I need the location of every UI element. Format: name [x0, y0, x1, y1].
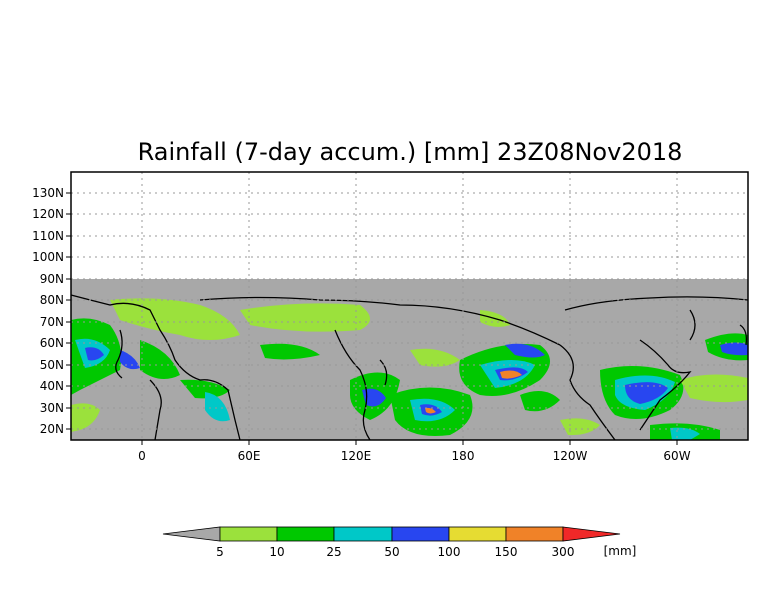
lon-label: 0 — [138, 449, 146, 463]
map-frame — [70, 171, 749, 441]
legend-threshold: 5 — [216, 545, 224, 559]
legend-swatch-150-300 — [505, 526, 564, 542]
legend-swatch-5-10 — [219, 526, 278, 542]
lon-label: 60E — [238, 449, 261, 463]
color-legend: 5 10 25 50 100 150 300 [mm] — [162, 526, 637, 559]
legend-swatch-below-5 — [162, 526, 221, 542]
lat-label: 50N — [40, 358, 64, 372]
legend-swatch-10-25 — [276, 526, 335, 542]
gridlines — [71, 172, 748, 440]
lat-label: 80N — [40, 293, 64, 307]
legend-threshold: 300 — [552, 545, 575, 559]
legend-unit: [mm] — [604, 544, 637, 558]
lat-label: 120N — [32, 207, 64, 221]
lat-label: 100N — [32, 250, 64, 264]
lat-label: 40N — [40, 379, 64, 393]
legend-swatch-50-100 — [391, 526, 450, 542]
legend-threshold: 25 — [326, 545, 341, 559]
lon-axis-labels: 0 60E 120E 180 120W 60W — [138, 449, 691, 463]
map-title: Rainfall (7-day accum.) [mm] 23Z08Nov201… — [138, 138, 683, 166]
lat-label: 60N — [40, 336, 64, 350]
map-plot-area — [66, 171, 749, 445]
rainfall-field — [71, 298, 748, 440]
lon-label: 60W — [663, 449, 690, 463]
lat-label: 90N — [40, 272, 64, 286]
lon-label: 120W — [553, 449, 588, 463]
legend-swatch-above-300 — [562, 526, 621, 542]
lat-label: 20N — [40, 422, 64, 436]
legend-swatch-100-150 — [448, 526, 507, 542]
legend-threshold: 100 — [438, 545, 461, 559]
legend-swatch-25-50 — [333, 526, 393, 542]
lat-label: 110N — [32, 229, 64, 243]
legend-threshold: 50 — [384, 545, 399, 559]
lat-label: 30N — [40, 401, 64, 415]
lat-label: 70N — [40, 315, 64, 329]
legend-threshold: 10 — [269, 545, 284, 559]
lon-label: 120E — [341, 449, 372, 463]
coastlines — [70, 294, 749, 441]
lat-label: 130N — [32, 186, 64, 200]
lat-axis-labels: 130N 120N 110N 100N 90N 80N 70N 60N 50N … — [32, 186, 64, 436]
legend-threshold: 150 — [495, 545, 518, 559]
lon-label: 180 — [452, 449, 475, 463]
